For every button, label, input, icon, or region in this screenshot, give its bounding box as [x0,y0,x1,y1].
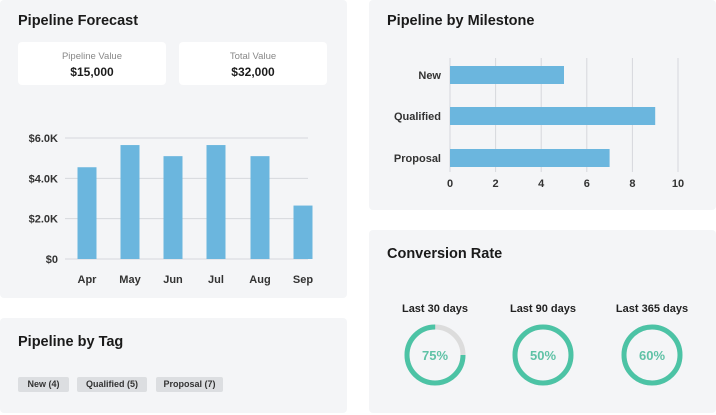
y-tick-label: Proposal [394,153,441,165]
conversion-rate-title: Conversion Rate [387,246,503,262]
y-tick-label: $0 [46,254,58,266]
tag-new[interactable]: New (4) [18,377,69,392]
ring-progress [404,324,466,386]
bar-jun [163,156,183,259]
x-tick-label: Jun [163,274,183,286]
x-tick-label: May [119,274,141,286]
bar-aug [250,156,270,259]
conversion-label: Last 365 days [616,303,688,315]
x-tick-label: 2 [493,178,499,190]
pipeline-by-tag-title: Pipeline by Tag [18,334,124,350]
x-tick-label: Sep [293,274,313,286]
x-tick-label: Jul [208,274,224,286]
conversion-label: Last 90 days [510,303,576,315]
conversion-value: 50% [530,348,556,363]
bar-jul [206,145,226,259]
x-tick-label: Aug [249,274,270,286]
ring-progress [512,324,574,386]
x-tick-label: Apr [78,274,98,286]
conversion-label: Last 30 days [402,303,468,315]
x-tick-label: 6 [584,178,590,190]
conversion-value: 60% [639,348,665,363]
x-tick-label: 4 [538,178,545,190]
x-tick-label: 8 [629,178,635,190]
x-tick-label: 10 [672,178,684,190]
y-tick-label: $4.0K [29,173,58,185]
tag-qualified[interactable]: Qualified (5) [77,377,147,392]
bar-proposal [450,149,610,167]
pipeline-by-tag-panel [0,318,347,413]
tag-proposal[interactable]: Proposal (7) [156,377,223,392]
pipeline-by-milestone-title: Pipeline by Milestone [387,13,535,29]
x-tick-label: 0 [447,178,453,190]
total-value-card: Total Value $32,000 [179,42,327,85]
bar-new [450,66,564,84]
y-tick-label: New [418,70,441,82]
bar-apr [77,167,97,259]
bar-qualified [450,107,656,125]
y-tick-label: $6.0K [29,133,58,145]
conversion-value: 75% [422,348,448,363]
bar-may [120,145,140,259]
pipeline-value: $15,000 [70,65,114,79]
total-value: $32,000 [231,65,275,79]
y-tick-label: Qualified [394,111,441,123]
pipeline-forecast-title: Pipeline Forecast [18,13,139,29]
ring-progress [621,324,683,386]
y-tick-label: $2.0K [29,214,58,226]
total-value-label: Total Value [229,51,277,62]
pipeline-by-milestone-panel [369,0,716,210]
pipeline-value-card: Pipeline Value $15,000 [18,42,166,85]
pipeline-value-label: Pipeline Value [61,51,123,62]
bar-sep [293,205,313,259]
